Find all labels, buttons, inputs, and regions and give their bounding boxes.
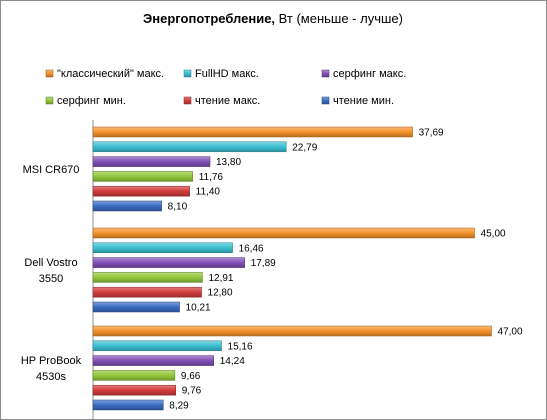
bar xyxy=(92,227,475,239)
bar xyxy=(92,242,233,254)
bar xyxy=(92,257,245,268)
legend-item: чтение макс. xyxy=(183,95,260,107)
legend-swatch xyxy=(45,69,54,78)
category-label: MSI CR670 xyxy=(23,164,80,176)
data-label: 17,89 xyxy=(251,258,276,269)
data-label: 37,69 xyxy=(419,128,444,139)
data-label: 13,80 xyxy=(216,157,241,168)
data-label: 11,76 xyxy=(199,172,224,183)
data-label: 12,80 xyxy=(208,288,233,299)
bar xyxy=(92,370,176,381)
bar xyxy=(92,126,413,138)
data-label: 15,16 xyxy=(228,341,253,352)
bar-group: 37,69 22,79 13,80 11,76 11,40 8,10 xyxy=(92,126,444,213)
category-label: Dell Vostro xyxy=(24,257,77,269)
bar xyxy=(92,286,202,298)
chart-title: Энергопотребление, Вт (меньше - лучше) xyxy=(143,11,403,26)
category-label: 3550 xyxy=(39,273,63,285)
legend-label: серфинг мин. xyxy=(57,95,126,107)
legend-label: чтение мин. xyxy=(333,95,394,107)
legend-swatch xyxy=(321,69,330,78)
data-label: 45,00 xyxy=(481,229,506,240)
bar xyxy=(92,185,190,197)
data-label: 47,00 xyxy=(498,327,523,338)
plot-area: 37,69 22,79 13,80 11,76 11,40 8,10 MSI CR670 45… xyxy=(21,120,523,420)
legend-item: чтение мин. xyxy=(321,95,394,107)
data-label: 10,21 xyxy=(186,303,211,314)
legend-label: "классический" макс. xyxy=(57,68,164,80)
bar xyxy=(92,355,214,366)
chart-title-rest: Вт (меньше - лучше) xyxy=(275,11,403,26)
bar xyxy=(92,156,211,167)
data-label: 9,76 xyxy=(182,386,202,397)
bar xyxy=(92,325,492,337)
legend-item: серфинг макс. xyxy=(321,68,406,80)
category-label: HP ProBook xyxy=(21,355,82,367)
bar xyxy=(92,301,180,313)
bar xyxy=(92,171,193,182)
bar-group: 47,00 15,16 14,24 9,66 9,76 8,29 xyxy=(92,325,523,412)
bar xyxy=(92,141,287,153)
data-label: 22,79 xyxy=(292,142,317,153)
chart-title-bold: Энергопотребление, xyxy=(143,11,275,26)
legend-item: "классический" макс. xyxy=(45,68,164,80)
bar xyxy=(92,384,177,396)
legend-swatch xyxy=(183,96,192,105)
legend-label: FullHD макс. xyxy=(195,68,259,80)
bar xyxy=(92,272,203,283)
bar-group: 45,00 16,46 17,89 12,91 12,80 10,21 xyxy=(92,227,506,314)
legend-label: чтение макс. xyxy=(195,95,260,107)
data-label: 9,66 xyxy=(181,371,201,382)
category-label: 4530s xyxy=(36,371,66,383)
bar xyxy=(92,399,164,411)
data-label: 12,91 xyxy=(208,273,233,284)
legend-swatch xyxy=(45,96,54,105)
legend-swatch xyxy=(321,96,330,105)
bar xyxy=(92,200,162,212)
legend-item: серфинг мин. xyxy=(45,95,126,107)
data-label: 16,46 xyxy=(239,243,264,254)
data-label: 14,24 xyxy=(220,356,245,367)
legend: "классический" макс. FullHD макс. серфинг … xyxy=(45,68,406,107)
bar xyxy=(92,340,222,352)
legend-item: FullHD макс. xyxy=(183,68,259,80)
data-label: 8,29 xyxy=(169,401,189,412)
legend-label: серфинг макс. xyxy=(333,68,406,80)
data-label: 8,10 xyxy=(168,202,188,213)
data-label: 11,40 xyxy=(196,187,221,198)
legend-swatch xyxy=(183,69,192,78)
